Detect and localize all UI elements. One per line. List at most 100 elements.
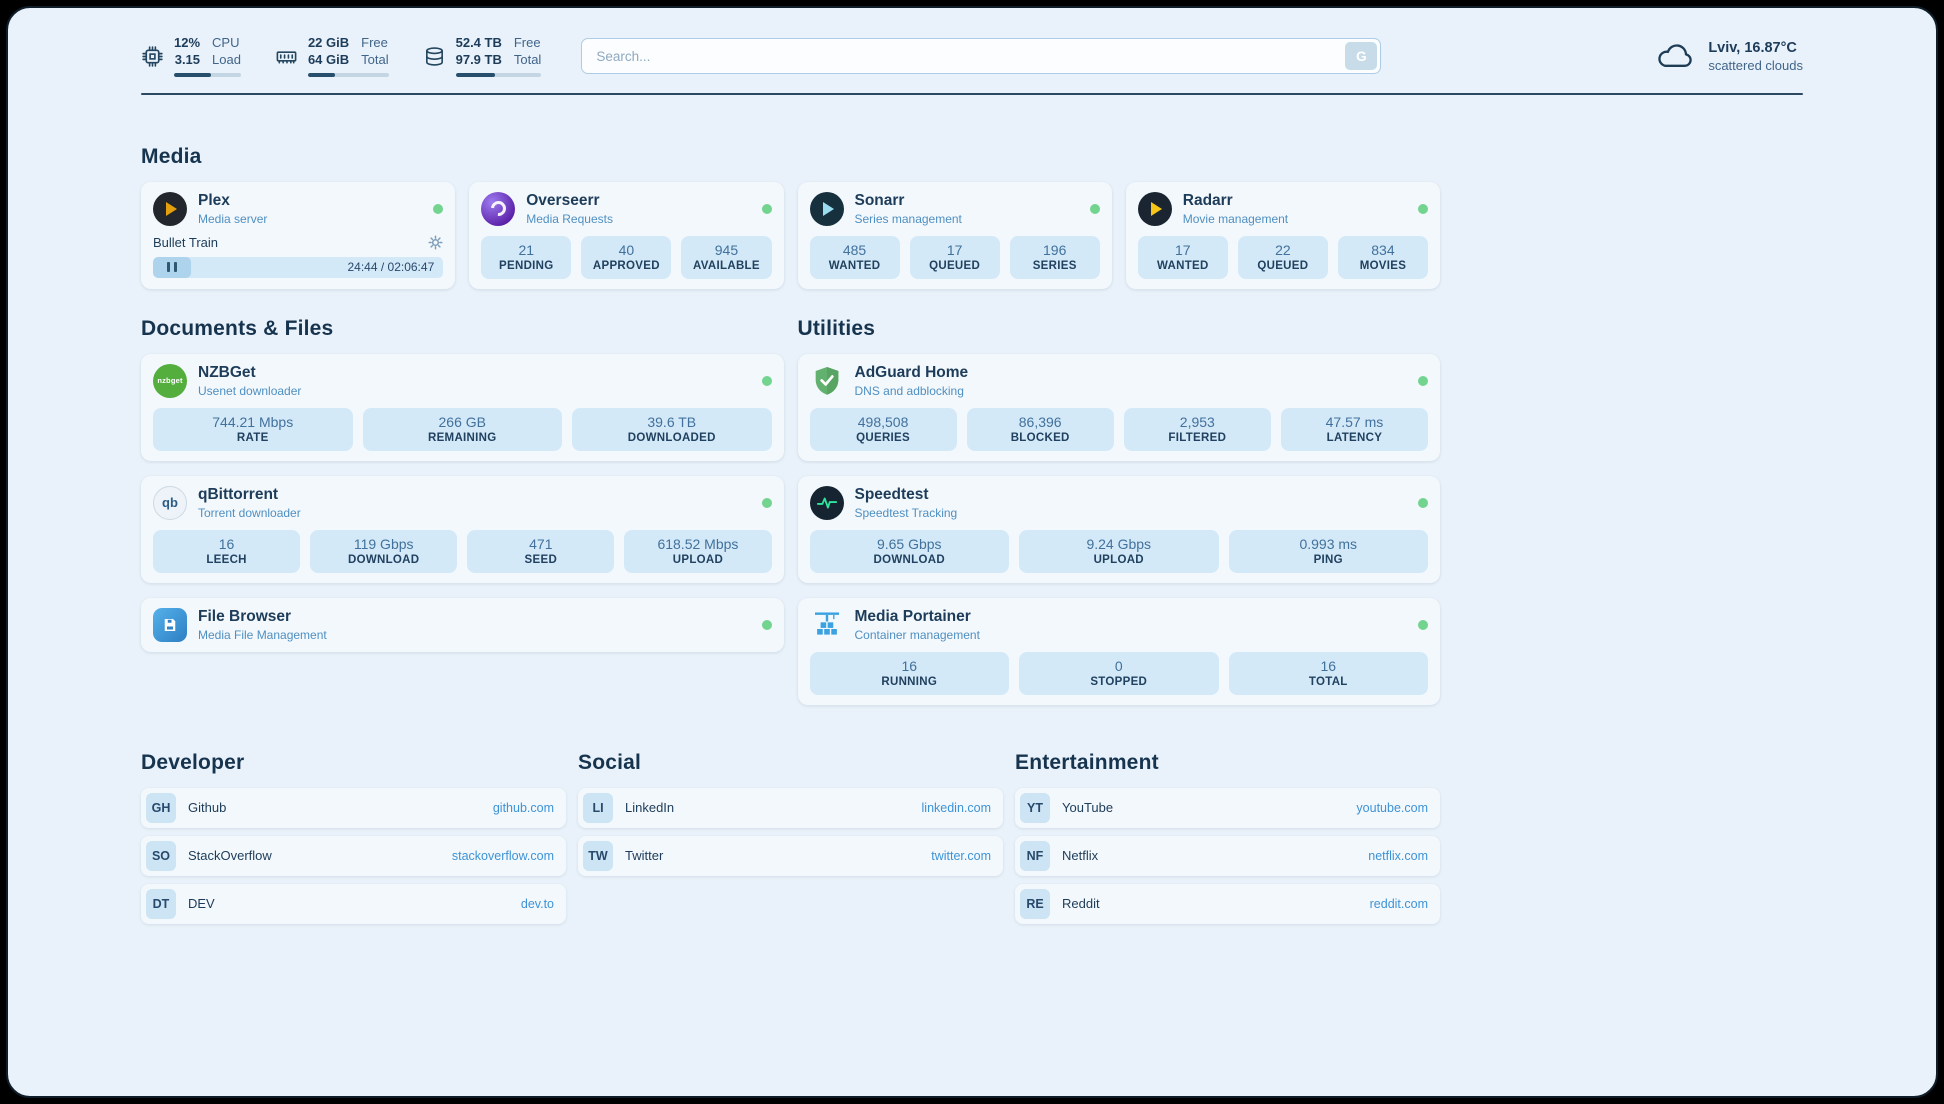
- stat-value: 471: [529, 535, 553, 552]
- bookmark-list: GH Github github.com SO StackOverflow stackov…: [141, 787, 566, 924]
- app-title: NZBGet: [198, 363, 256, 381]
- app-subtitle: Torrent downloader: [198, 505, 301, 520]
- sys-stat-disk: 52.4 TB 97.9 TB Free Total: [423, 35, 542, 77]
- stat-value: 9.24 Gbps: [1086, 535, 1152, 552]
- disk-icon: [425, 47, 443, 66]
- stat-label: TOTAL: [1308, 675, 1348, 688]
- bookmark-stackoverflow[interactable]: SO StackOverflow stackoverflow.com: [141, 835, 566, 876]
- app-card-header: Radarr Movie management: [1137, 191, 1428, 226]
- topbar: 12% 3.15 CPU Load 22 GiB 64 GiB Free Total 52.4 …: [141, 35, 1803, 77]
- stat-value: 0: [1114, 657, 1123, 674]
- app-card-overseerr[interactable]: Overseerr Media Requests 21 PENDING 40 APPROV…: [469, 181, 784, 289]
- stat-label: PENDING: [499, 259, 554, 272]
- stat-value: 86,396: [1018, 413, 1062, 430]
- bookmark-dev[interactable]: DT DEV dev.to: [141, 883, 566, 924]
- app-subtitle: DNS and adblocking: [854, 383, 964, 398]
- bookmark-list: YT YouTube youtube.com NF Netflix netflix.com…: [1015, 787, 1440, 924]
- section-title-media: Media: [141, 144, 202, 168]
- app-stats: 744.21 Mbps RATE 266 GB REMAINING 39.6 TB DOW…: [153, 398, 772, 451]
- stat-value: 16: [218, 535, 235, 552]
- bookmark-url: youtube.com: [1356, 800, 1428, 815]
- stat-blocked: 86,396 BLOCKED: [966, 407, 1114, 451]
- gear-icon[interactable]: [428, 235, 443, 250]
- pause-icon[interactable]: [165, 262, 179, 273]
- status-dot: [1418, 497, 1428, 508]
- adguard-icon: [810, 364, 844, 398]
- stat-value: 17: [1175, 241, 1191, 258]
- cpu-icon: [142, 46, 163, 67]
- app-stats: 16 RUNNING 0 STOPPED 16 TOTAL: [809, 642, 1428, 695]
- stat-value: 618.52 Mbps: [657, 535, 739, 552]
- app-title: qBittorrent: [198, 485, 279, 503]
- stat-ping: 0.993 ms PING: [1228, 529, 1428, 573]
- app-card-plex[interactable]: Plex Media server Bullet Train 24:44 / 02:0…: [141, 181, 456, 289]
- app-card-header: Sonarr Series management: [809, 191, 1100, 226]
- sys-label-secondary: Total: [361, 51, 389, 67]
- app-card-sonarr[interactable]: Sonarr Series management 485 WANTED 17 QUEUED…: [797, 181, 1112, 289]
- weather-text: Lviv, 16.87°C scattered clouds: [1708, 40, 1803, 73]
- stat-rate: 744.21 Mbps RATE: [153, 407, 353, 451]
- stat-label: PING: [1313, 553, 1343, 566]
- cloud-icon: [1658, 44, 1693, 68]
- media-cards-row: Plex Media server Bullet Train 24:44 / 02:0…: [141, 181, 1440, 289]
- stat-queued: 17 QUEUED: [909, 235, 1000, 279]
- bookmark-youtube[interactable]: YT YouTube youtube.com: [1015, 787, 1440, 828]
- app-title: Sonarr: [854, 191, 905, 209]
- bookmarks-entertainment: Entertainment YT YouTube youtube.com NF Netfl…: [1015, 751, 1440, 924]
- app-card-media-portainer[interactable]: Media Portainer Container management 16 RUN…: [797, 597, 1440, 705]
- bookmark-url: reddit.com: [1369, 896, 1428, 911]
- sys-stat-cpu: 12% 3.15 CPU Load: [141, 35, 241, 77]
- app-card-speedtest[interactable]: Speedtest Speedtest Tracking 9.65 Gbps DOWN…: [797, 475, 1440, 583]
- bookmark-abbr: RE: [1020, 888, 1050, 919]
- bookmark-url: dev.to: [520, 896, 554, 911]
- stat-value: 22: [1275, 241, 1291, 258]
- app-card-nzbget[interactable]: nzbget NZBGet Usenet downloader 744.21 Mbps…: [141, 353, 784, 461]
- status-dot: [433, 203, 444, 214]
- status-dot: [1089, 203, 1100, 214]
- stat-movies: 834 MOVIES: [1337, 235, 1428, 279]
- stat-available: 945 AVAILABLE: [681, 235, 772, 279]
- status-dot: [761, 375, 772, 386]
- app-title: Plex: [198, 191, 230, 209]
- app-card-header: AdGuard Home DNS and adblocking: [810, 364, 1428, 398]
- bookmark-linkedin[interactable]: LI LinkedIn linkedin.com: [578, 787, 1003, 828]
- sys-value-primary: 52.4 TB: [455, 35, 502, 50]
- stat-value: 21: [518, 241, 535, 258]
- stat-wanted: 17 WANTED: [1137, 235, 1228, 279]
- stat-label: DOWNLOADED: [627, 431, 716, 444]
- stat-seed: 471 SEED: [467, 529, 615, 573]
- search-engine-button[interactable]: G: [1345, 42, 1378, 71]
- stat-value: 119 Gbps: [353, 535, 414, 552]
- app-title: Overseerr: [526, 191, 600, 209]
- bookmark-abbr: SO: [146, 840, 176, 871]
- app-card-header: nzbget NZBGet Usenet downloader: [153, 363, 772, 398]
- app-card-header: Speedtest Speedtest Tracking: [809, 485, 1428, 520]
- playback-progress-bar[interactable]: 24:44 / 02:06:47: [153, 256, 444, 278]
- sys-label-primary: Free: [361, 35, 388, 50]
- bookmark-github[interactable]: GH Github github.com: [141, 787, 566, 828]
- bookmark-abbr: NF: [1020, 840, 1050, 871]
- search-input[interactable]: [581, 38, 1382, 75]
- stat-label: QUERIES: [856, 431, 910, 444]
- app-card-qbittorrent[interactable]: qb qBittorrent Torrent downloader 16 LEECH 11…: [141, 475, 784, 583]
- middle-columns: Documents & Files nzbget NZBGet Usenet dow…: [141, 317, 1440, 705]
- sys-value-secondary: 64 GiB: [307, 51, 350, 67]
- status-dot: [1418, 619, 1428, 630]
- stat-label: UPLOAD: [672, 553, 724, 566]
- bookmark-netflix[interactable]: NF Netflix netflix.com: [1015, 835, 1440, 876]
- bookmark-url: linkedin.com: [921, 800, 991, 815]
- bookmark-name: Reddit: [1062, 896, 1100, 912]
- stat-value: 39.6 TB: [647, 413, 697, 430]
- app-card-adguard-home[interactable]: AdGuard Home DNS and adblocking 498,508 QUE…: [797, 353, 1440, 461]
- stat-stopped: 0 STOPPED: [1019, 651, 1219, 695]
- bookmark-twitter[interactable]: TW Twitter twitter.com: [578, 835, 1003, 876]
- bookmark-list: LI LinkedIn linkedin.com TW Twitter twitter.c…: [578, 787, 1003, 876]
- bookmarks-developer: Developer GH Github github.com SO StackOverfl…: [141, 751, 566, 924]
- app-subtitle: Usenet downloader: [198, 383, 302, 398]
- stat-queries: 498,508 QUERIES: [809, 407, 957, 451]
- progress-fill: [153, 256, 191, 278]
- app-card-file-browser[interactable]: File Browser Media File Management: [141, 597, 784, 652]
- section-media: Media Plex Media server Bullet Train 24:44 …: [141, 145, 1440, 289]
- app-card-radarr[interactable]: Radarr Movie management 17 WANTED 22 QUEUED 83…: [1125, 181, 1440, 289]
- bookmark-reddit[interactable]: RE Reddit reddit.com: [1015, 883, 1440, 924]
